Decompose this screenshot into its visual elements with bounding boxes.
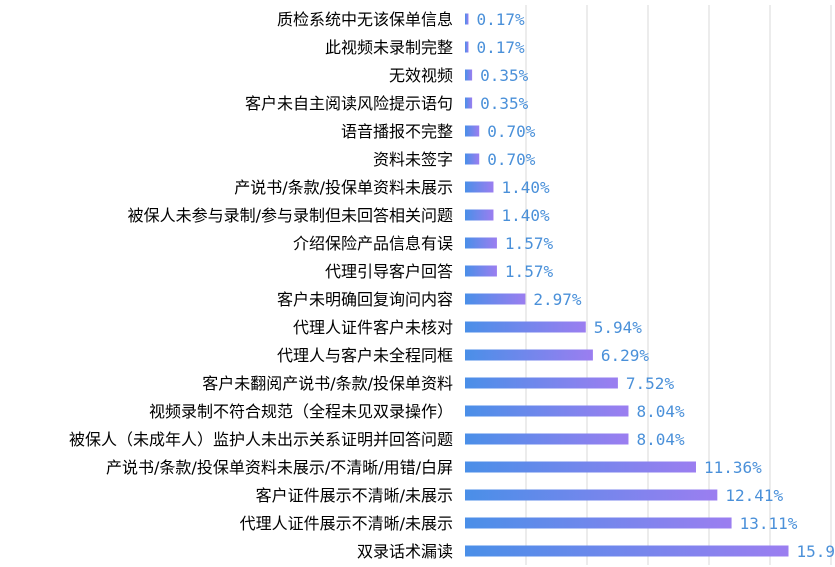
data-label: 1.40% (501, 178, 550, 197)
data-label: 2.97% (533, 290, 582, 309)
bar (465, 265, 497, 277)
bar (465, 377, 618, 389)
bar (465, 489, 718, 501)
bar (465, 461, 696, 473)
bar (465, 321, 586, 333)
data-label: 15.91% (797, 542, 835, 561)
bar (465, 209, 494, 221)
bar (465, 517, 732, 529)
data-label: 0.70% (487, 122, 536, 141)
data-label: 0.17% (476, 10, 525, 29)
category-label: 此视频未录制完整 (325, 38, 453, 57)
category-label: 代理人与客户未全程同框 (277, 346, 453, 365)
category-label: 客户未翻阅产说书/条款/投保单资料 (202, 374, 453, 393)
data-label: 1.40% (501, 206, 550, 225)
data-label: 5.94% (594, 318, 643, 337)
category-label: 资料未签字 (373, 150, 453, 169)
category-label: 代理人证件客户未核对 (293, 318, 453, 337)
category-label: 被保人（未成年人）监护人未出示关系证明并回答问题 (69, 430, 453, 449)
bar (465, 433, 629, 445)
gridlines (525, 5, 832, 565)
category-label: 双录话术漏读 (357, 542, 453, 561)
data-label: 7.52% (626, 374, 675, 393)
category-label: 客户未自主阅读风险提示语句 (245, 94, 453, 113)
data-labels: 0.17% 0.17% 0.35% 0.35% 0.70% 0.70% 1.40% 1.40%… (476, 10, 835, 561)
category-label: 视频录制不符合规范（全程未见双录操作） (149, 402, 453, 421)
data-label: 8.04% (636, 402, 685, 421)
data-label: 0.35% (480, 66, 529, 85)
category-label: 客户未明确回复询问内容 (277, 290, 453, 309)
data-label: 8.04% (636, 430, 685, 449)
category-label: 被保人未参与录制/参与录制但未回答相关问题 (128, 206, 453, 225)
data-label: 0.35% (480, 94, 529, 113)
data-label: 1.57% (505, 262, 554, 281)
category-label: 代理引导客户回答 (325, 262, 453, 281)
category-label: 代理人证件展示不清晰/未展示 (240, 514, 453, 533)
data-label: 0.17% (476, 38, 525, 57)
bar (465, 13, 469, 25)
bar (465, 97, 473, 109)
bar (465, 125, 480, 137)
category-label: 产说书/条款/投保单资料未展示 (234, 178, 453, 197)
bar (465, 181, 494, 193)
category-label: 质检系统中无该保单信息 (277, 10, 453, 29)
bar (465, 69, 473, 81)
category-label: 介绍保险产品信息有误 (293, 234, 453, 253)
bars (465, 13, 789, 557)
data-label: 0.70% (487, 150, 536, 169)
bar (465, 349, 593, 361)
category-label: 产说书/条款/投保单资料未展示/不清晰/用错/白屏 (106, 458, 453, 477)
bar (465, 41, 469, 53)
bar (465, 545, 789, 557)
data-label: 6.29% (601, 346, 650, 365)
data-label: 12.41% (725, 486, 783, 505)
category-labels: 质检系统中无该保单信息此视频未录制完整无效视频客户未自主阅读风险提示语句语音播报… (69, 10, 453, 561)
bar (465, 405, 629, 417)
category-label: 客户证件展示不清晰/未展示 (256, 486, 453, 505)
data-label: 11.36% (704, 458, 762, 477)
category-label: 语音播报不完整 (341, 122, 453, 141)
category-label: 无效视频 (389, 66, 453, 85)
bar (465, 293, 526, 305)
data-label: 13.11% (740, 514, 798, 533)
bar (465, 237, 497, 249)
bar (465, 153, 480, 165)
data-label: 1.57% (505, 234, 554, 253)
